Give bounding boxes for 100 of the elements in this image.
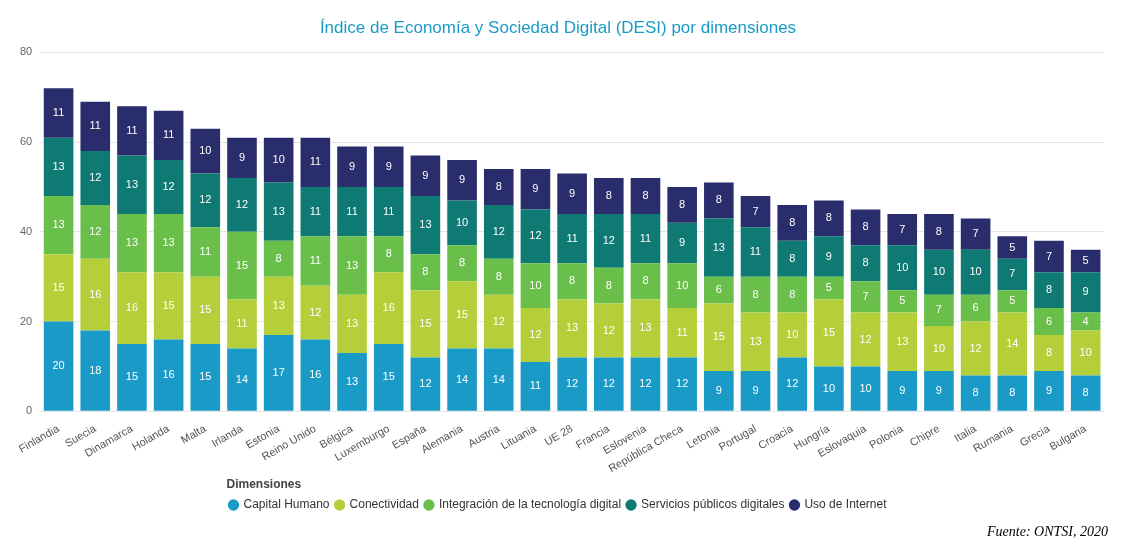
bar (887, 245, 918, 291)
bar (520, 308, 551, 362)
data-label: 10 (1079, 345, 1092, 358)
legend-label: Uso de Internet (804, 497, 888, 512)
data-label: 13 (639, 321, 652, 334)
data-label: 13 (749, 334, 762, 347)
data-label: 11 (309, 155, 322, 168)
data-label: 8 (642, 274, 649, 287)
bar (777, 357, 808, 411)
bar (337, 236, 367, 295)
bar (850, 312, 881, 367)
y-tick-label: 40 (19, 224, 33, 237)
bar (850, 366, 881, 411)
data-label: 8 (569, 274, 576, 287)
data-label: 15 (162, 298, 175, 311)
bar (373, 236, 404, 273)
data-label: 11 (346, 204, 358, 217)
data-label: 11 (89, 119, 101, 132)
bar (557, 357, 587, 411)
data-label: 15 (199, 370, 212, 383)
bar (520, 361, 551, 411)
legend-label: Servicios públicos digitales (641, 497, 785, 512)
data-label: 8 (275, 251, 282, 264)
data-label: 12 (565, 377, 579, 390)
data-label: 13 (565, 321, 579, 334)
bar (447, 348, 477, 411)
bar (373, 272, 404, 344)
bar (630, 213, 661, 264)
bar (483, 258, 514, 295)
bar (850, 245, 881, 282)
data-label: 5 (899, 294, 906, 307)
data-label: 8 (862, 220, 869, 233)
bar (557, 173, 587, 214)
bar (960, 294, 991, 322)
data-label: 8 (752, 287, 759, 300)
data-label: 12 (492, 224, 505, 237)
data-label: 9 (825, 249, 832, 262)
bar (887, 290, 918, 313)
bar (43, 321, 74, 411)
data-label: 5 (825, 280, 832, 293)
data-label: 11 (309, 254, 322, 267)
data-label: 10 (455, 215, 469, 228)
data-label: 10 (272, 153, 285, 166)
bar (153, 110, 184, 161)
bar (117, 272, 147, 344)
data-label: 13 (162, 236, 175, 249)
bar (80, 258, 111, 331)
data-label: 12 (602, 377, 615, 390)
bar (190, 173, 221, 228)
bar (960, 218, 991, 250)
data-label: 8 (715, 193, 722, 206)
bar (777, 240, 808, 277)
data-label: 10 (969, 265, 982, 278)
data-label: 10 (529, 278, 542, 291)
bar (1070, 272, 1101, 313)
bar (960, 249, 991, 295)
bar (997, 312, 1028, 376)
bar (960, 375, 991, 411)
data-label: 8 (862, 256, 869, 269)
bar (227, 299, 257, 349)
bar (777, 312, 808, 358)
bar (593, 213, 624, 268)
bar (483, 204, 514, 259)
data-label: 12 (199, 193, 212, 206)
data-label: 12 (235, 197, 249, 210)
bar (667, 308, 697, 358)
data-label: 9 (679, 236, 686, 249)
bar (630, 263, 661, 300)
data-label: 12 (529, 229, 542, 242)
bar (704, 276, 734, 304)
bar (263, 182, 294, 241)
data-label: 11 (383, 204, 395, 217)
data-label: 8 (1082, 386, 1089, 399)
bar (80, 151, 111, 205)
bar (43, 137, 74, 196)
bar (777, 204, 808, 241)
data-label: 15 (199, 303, 212, 316)
bar (593, 178, 624, 214)
data-label: 13 (712, 240, 725, 253)
data-label: 18 (89, 363, 102, 376)
bar (850, 281, 881, 313)
bar (80, 101, 111, 152)
bar (410, 195, 441, 255)
bar (1034, 272, 1064, 309)
bar (814, 236, 844, 277)
bar (704, 303, 734, 371)
data-label: 14 (1006, 337, 1019, 350)
bar (1034, 335, 1064, 371)
data-label: 11 (566, 231, 578, 244)
bar (263, 335, 294, 411)
bar (1070, 330, 1101, 376)
x-tick-label: Malta (178, 421, 209, 446)
bar (483, 348, 514, 411)
data-label: 11 (676, 325, 688, 338)
data-label: 7 (935, 303, 942, 316)
bar (263, 276, 294, 336)
data-label: 16 (89, 287, 102, 300)
data-label: 12 (419, 377, 432, 390)
data-label: 15 (712, 330, 725, 343)
data-label: 9 (569, 186, 576, 199)
